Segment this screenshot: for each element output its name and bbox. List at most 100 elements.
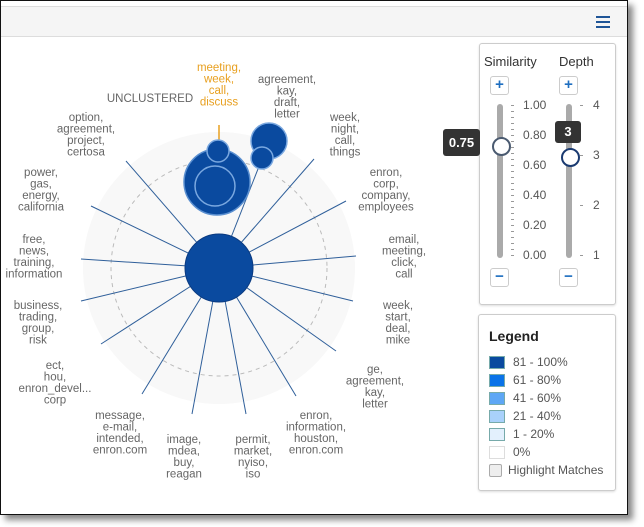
topic-term: agreement, [346, 376, 404, 388]
cluster-node-inner[interactable] [194, 165, 236, 207]
topic-term: night, [331, 124, 359, 136]
depth-tick [580, 105, 583, 106]
topic-term: week, [329, 112, 360, 124]
depth-value-tooltip: 3 [555, 121, 581, 143]
topic-term: training, [14, 257, 55, 269]
topic-term: news, [19, 246, 49, 258]
legend-swatch [489, 355, 505, 369]
topic-label[interactable]: business, trading, group, risk [14, 300, 63, 347]
similarity-plus-button[interactable]: + [490, 76, 509, 95]
legend-item-label: 0% [513, 445, 531, 459]
minor-tick [511, 159, 514, 160]
topic-term: corp [44, 395, 66, 407]
topic-label[interactable]: option, agreement, project, certosa [57, 112, 115, 159]
minor-tick [511, 129, 514, 130]
topic-term: risk [29, 335, 47, 347]
depth-tick-label: 3 [593, 148, 600, 162]
similarity-tick-label: 0.20 [523, 218, 547, 232]
depth-title: Depth [559, 54, 594, 69]
minor-tick [511, 195, 514, 196]
controls-panel: Similarity Depth + + − − 1.00 0.80 0.60 0.4… [479, 43, 616, 305]
topic-label[interactable]: permit, market, nyiso, iso [234, 434, 272, 481]
topic-term: power, [24, 167, 58, 179]
topic-term: letter [274, 109, 300, 121]
minor-tick [511, 117, 514, 118]
legend-item: 21 - 40% [489, 409, 561, 423]
similarity-tick-label: 0.60 [523, 158, 547, 172]
topic-label[interactable]: week, start, deal, mike [382, 300, 413, 347]
topic-term: information [6, 269, 63, 281]
minor-tick [511, 123, 514, 124]
topic-label[interactable]: image, mdea, buy, reagan [166, 434, 202, 481]
minor-tick [511, 147, 514, 148]
minor-tick [511, 105, 514, 106]
highlight-matches-checkbox[interactable]: Highlight Matches [489, 463, 603, 477]
header-bar [1, 6, 627, 37]
topic-term: agreement, [258, 74, 316, 86]
legend-swatch [489, 373, 505, 387]
topic-label[interactable]: power, gas, energy, california [18, 167, 65, 214]
topic-term: certosa [67, 147, 105, 159]
minor-tick [511, 219, 514, 220]
minor-tick [511, 213, 514, 214]
topic-label[interactable]: enron, corp, company, employees [358, 167, 414, 214]
topic-term: click, [391, 257, 417, 269]
cluster-node-small[interactable] [206, 139, 230, 163]
topic-term: deal, [386, 323, 411, 335]
topic-label[interactable]: enron, information, houston, enron.com [286, 410, 346, 457]
similarity-minus-button[interactable]: − [490, 268, 509, 287]
selected-topic-label[interactable]: meeting, week, call, discuss [197, 62, 241, 109]
similarity-tick-label: 0.80 [523, 128, 547, 142]
topic-term: project, [67, 135, 105, 147]
minor-tick [511, 141, 514, 142]
topic-term: group, [22, 323, 55, 335]
topic-label[interactable]: email, meeting, click, call [382, 234, 426, 281]
minor-tick [511, 153, 514, 154]
topic-label[interactable]: week, night, call, things [329, 112, 361, 159]
minor-tick [511, 225, 514, 226]
checkbox-icon[interactable] [489, 463, 502, 477]
topic-label[interactable]: agreement, kay, draft, letter [258, 74, 316, 121]
depth-tick-label: 4 [593, 98, 600, 112]
legend-swatch [489, 427, 505, 441]
legend-swatch [489, 391, 505, 405]
cluster-node-small[interactable] [250, 146, 274, 170]
topic-term: discuss [200, 97, 239, 109]
similarity-slider-handle[interactable] [492, 137, 511, 156]
topic-term: nyiso, [238, 457, 268, 469]
depth-tick-label: 2 [593, 198, 600, 212]
minor-tick [511, 237, 514, 238]
topic-label[interactable]: ect, hou, enron_devel... corp [19, 360, 92, 407]
topic-term: employees [358, 202, 414, 214]
minor-tick [511, 189, 514, 190]
depth-minus-button[interactable]: − [559, 268, 578, 287]
topic-term: enron, [300, 410, 333, 422]
unclustered-label: UNCLUSTERED [107, 93, 193, 105]
similarity-title: Similarity [484, 54, 537, 69]
topic-label[interactable]: message, e-mail, intended, enron.com [93, 410, 147, 457]
topic-label[interactable]: ge, agreement, kay, letter [346, 364, 404, 411]
topic-term: e-mail, [103, 422, 138, 434]
minor-tick [511, 177, 514, 178]
minor-tick [511, 249, 514, 250]
topic-term: meeting, [197, 62, 241, 74]
app-window: UNCLUSTERED agreement, kay, draft, letter we… [0, 0, 628, 515]
legend-item-label: 1 - 20% [513, 427, 555, 441]
depth-plus-button[interactable]: + [559, 76, 578, 95]
depth-slider-track[interactable] [566, 104, 572, 258]
topic-label[interactable]: free, news, training, information [6, 234, 63, 281]
depth-slider-handle[interactable] [561, 148, 580, 167]
topic-term: mike [386, 335, 410, 347]
depth-tick [580, 205, 583, 206]
minor-tick [511, 201, 514, 202]
topic-term: option, [69, 112, 104, 124]
unclustered-center-node[interactable] [184, 233, 254, 303]
topic-term: meeting, [382, 246, 426, 258]
topic-term: mdea, [168, 446, 200, 458]
topic-term: email, [389, 234, 420, 246]
topic-term: letter [362, 399, 388, 411]
hamburger-menu-icon[interactable] [596, 16, 610, 31]
topic-term: message, [95, 410, 145, 422]
similarity-slider-track[interactable] [497, 104, 503, 258]
topic-term: call, [209, 85, 229, 97]
